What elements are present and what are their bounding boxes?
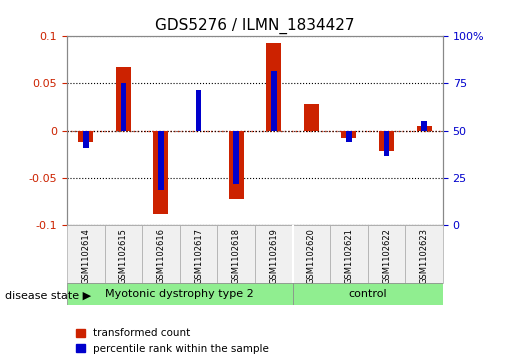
Bar	[158, 131, 164, 190]
FancyBboxPatch shape	[217, 225, 255, 283]
Bar	[304, 104, 319, 131]
Text: Myotonic dystrophy type 2: Myotonic dystrophy type 2	[106, 289, 254, 299]
Bar	[346, 131, 352, 142]
Bar	[229, 131, 244, 199]
Bar	[417, 126, 432, 131]
Text: GSM1102619: GSM1102619	[269, 228, 278, 284]
Bar	[379, 131, 394, 151]
Text: disease state ▶: disease state ▶	[5, 291, 91, 301]
Text: GSM1102615: GSM1102615	[119, 228, 128, 284]
FancyBboxPatch shape	[67, 225, 105, 283]
Legend: transformed count, percentile rank within the sample: transformed count, percentile rank withi…	[72, 324, 273, 358]
Text: GSM1102616: GSM1102616	[157, 228, 165, 284]
Bar	[116, 66, 131, 131]
Bar	[121, 82, 126, 131]
FancyBboxPatch shape	[255, 225, 293, 283]
FancyBboxPatch shape	[330, 225, 368, 283]
FancyBboxPatch shape	[105, 225, 142, 283]
Title: GDS5276 / ILMN_1834427: GDS5276 / ILMN_1834427	[155, 17, 355, 33]
Bar	[78, 131, 93, 142]
Bar	[271, 71, 277, 131]
Bar	[233, 131, 239, 184]
Text: GSM1102617: GSM1102617	[194, 228, 203, 284]
FancyBboxPatch shape	[293, 283, 443, 305]
Bar	[83, 131, 89, 148]
Bar	[196, 90, 201, 131]
FancyBboxPatch shape	[405, 225, 443, 283]
Text: GSM1102621: GSM1102621	[345, 228, 353, 284]
FancyBboxPatch shape	[180, 225, 217, 283]
Text: control: control	[348, 289, 387, 299]
Bar	[384, 131, 389, 156]
Bar	[153, 131, 168, 214]
FancyBboxPatch shape	[67, 283, 293, 305]
FancyBboxPatch shape	[142, 225, 180, 283]
Bar	[341, 131, 356, 138]
Text: GSM1102623: GSM1102623	[420, 228, 428, 284]
Text: GSM1102620: GSM1102620	[307, 228, 316, 284]
FancyBboxPatch shape	[368, 225, 405, 283]
Bar	[421, 121, 427, 131]
Text: GSM1102618: GSM1102618	[232, 228, 241, 284]
Bar	[266, 43, 281, 131]
Text: GSM1102614: GSM1102614	[81, 228, 90, 284]
FancyBboxPatch shape	[293, 225, 330, 283]
Text: GSM1102622: GSM1102622	[382, 228, 391, 284]
